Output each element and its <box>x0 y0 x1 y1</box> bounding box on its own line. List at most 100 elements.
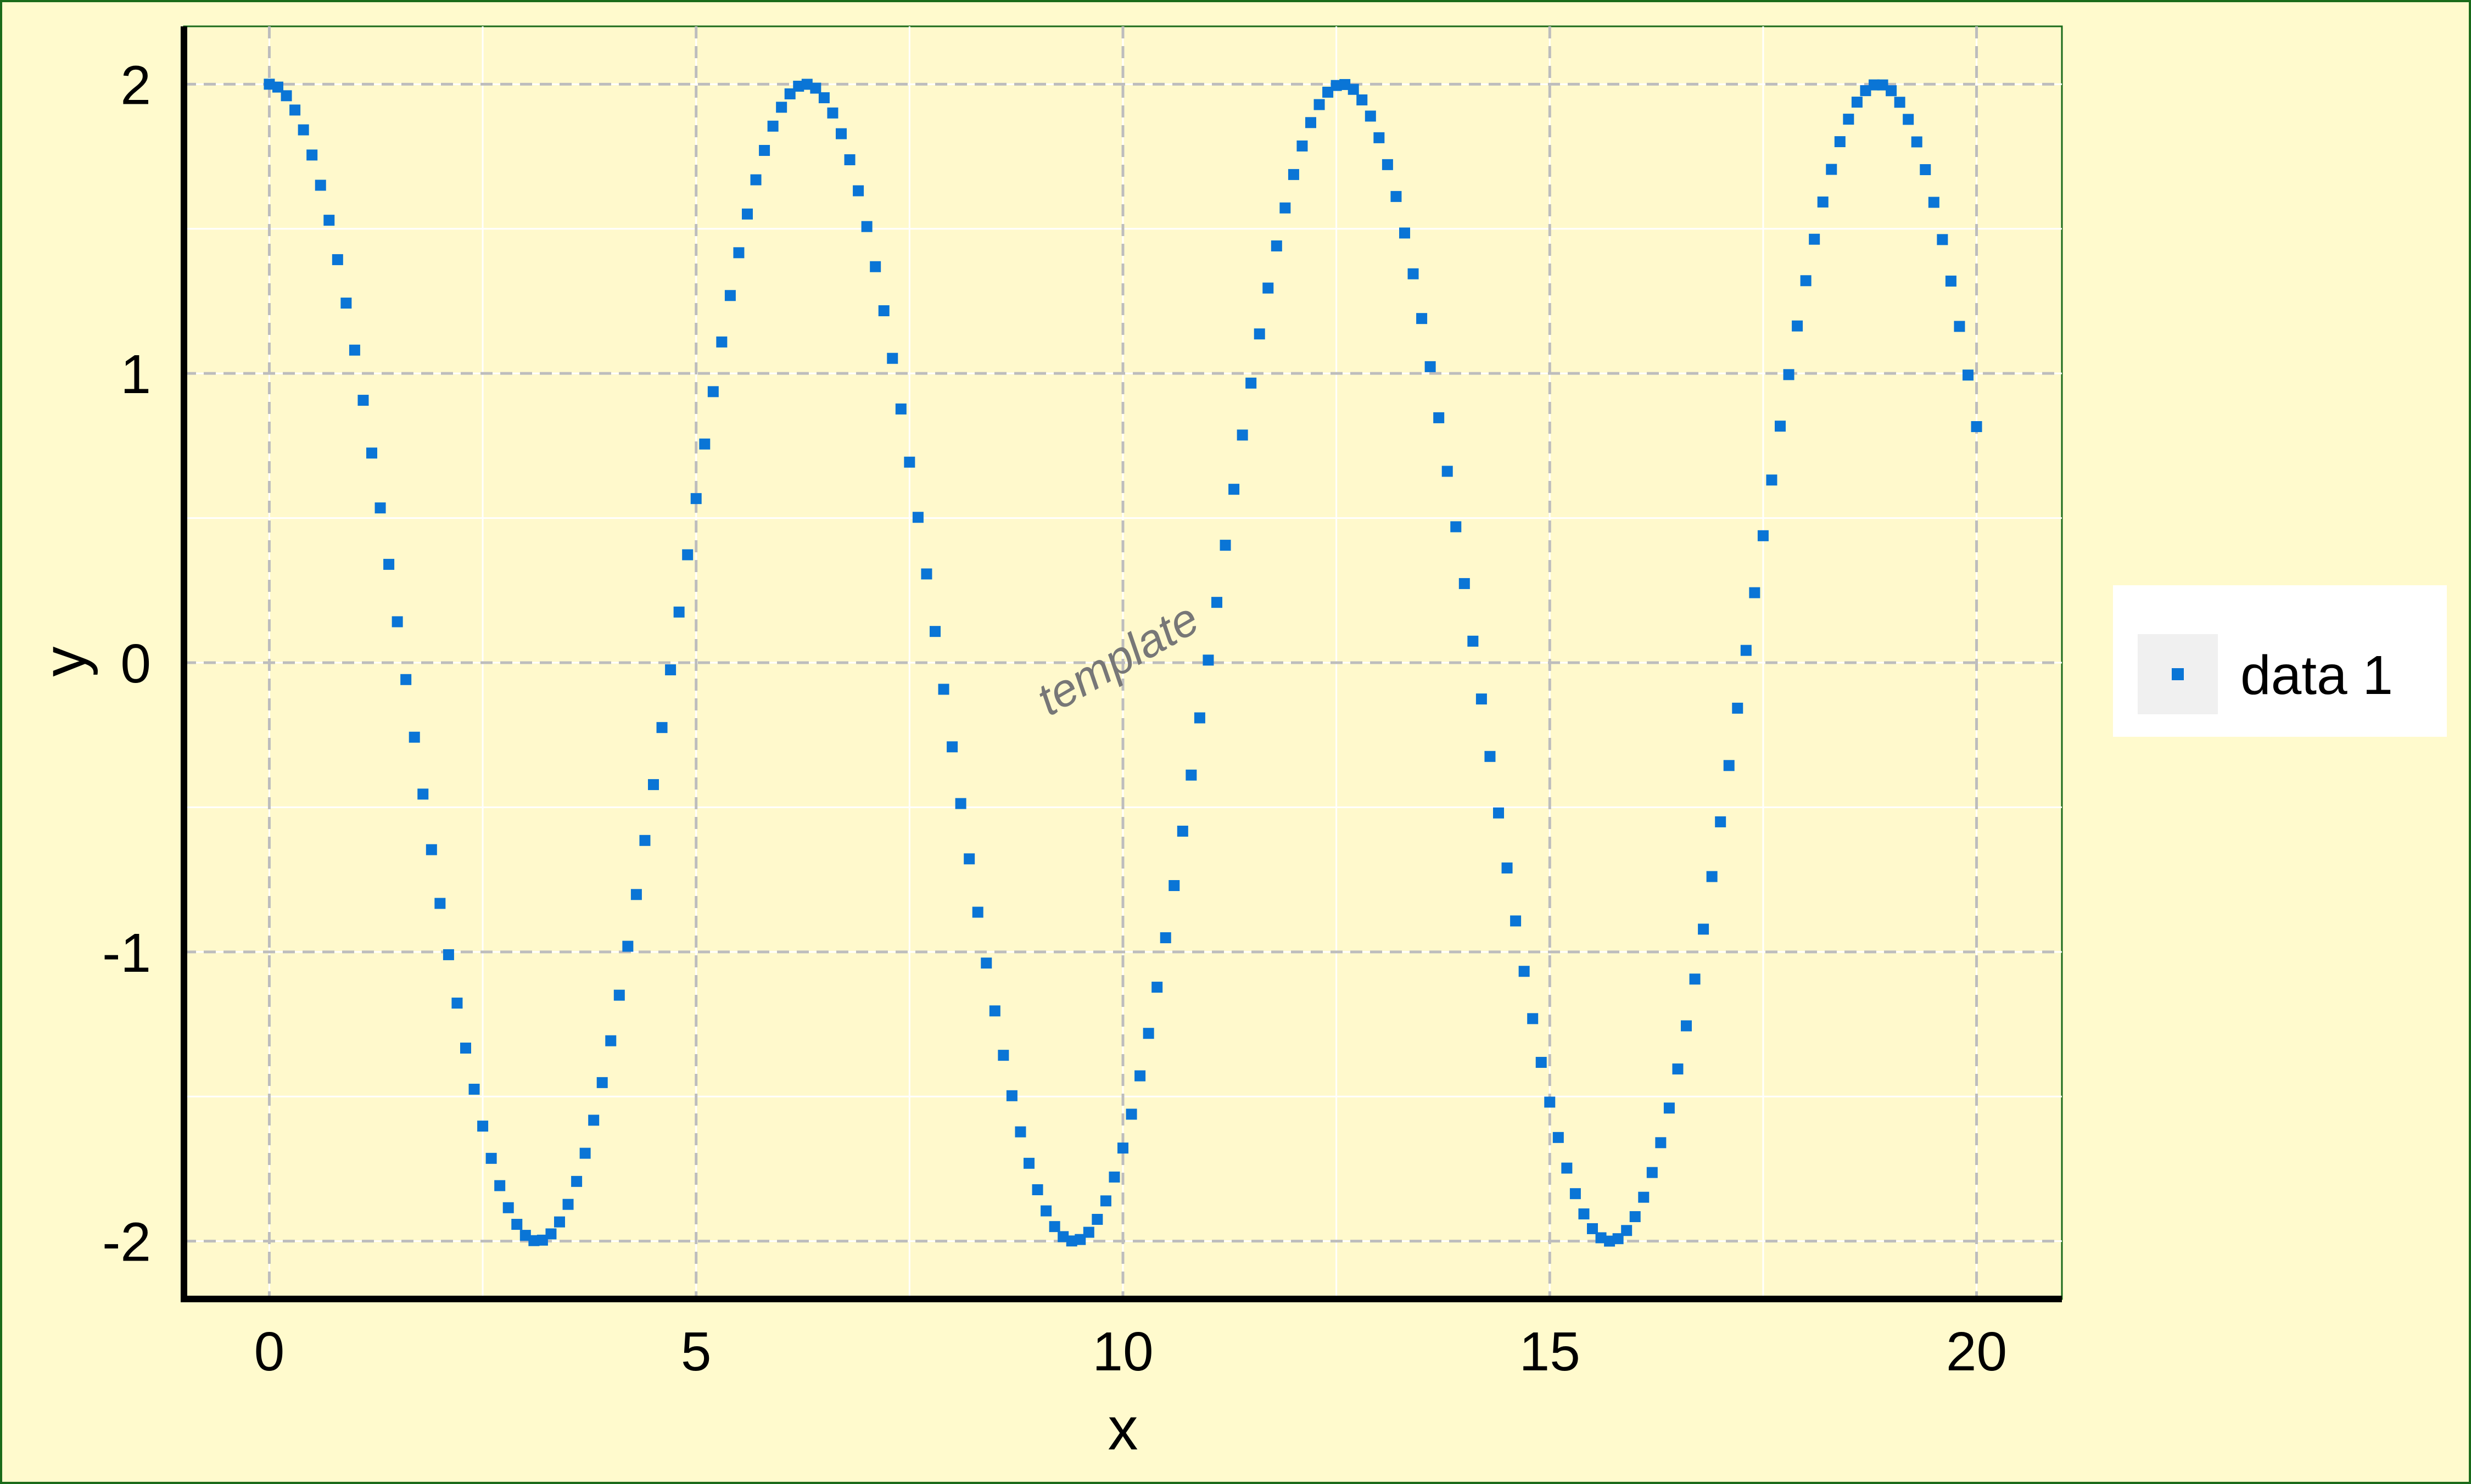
data-point <box>1963 369 1974 380</box>
data-point <box>451 998 462 1009</box>
data-point <box>1100 1195 1111 1206</box>
data-point <box>1690 973 1701 984</box>
data-point <box>1630 1211 1641 1222</box>
data-point <box>1365 110 1376 121</box>
data-point <box>1715 816 1726 827</box>
data-point <box>827 108 838 119</box>
data-point <box>742 209 753 220</box>
x-axis-label: x <box>1108 1395 1138 1463</box>
data-point <box>1348 84 1359 95</box>
data-point <box>1126 1108 1137 1119</box>
data-point <box>298 125 309 136</box>
data-point <box>1041 1206 1052 1217</box>
data-point <box>1186 770 1197 781</box>
data-point <box>1484 751 1495 762</box>
data-point <box>1536 1057 1547 1068</box>
data-point <box>1903 114 1914 125</box>
data-point <box>938 684 949 695</box>
data-point <box>1655 1137 1666 1148</box>
data-point <box>614 990 625 1001</box>
data-point <box>998 1050 1009 1061</box>
data-point <box>434 898 445 909</box>
data-point <box>1459 578 1470 589</box>
data-point <box>836 128 847 139</box>
data-point <box>1169 880 1179 891</box>
data-point <box>1211 597 1222 608</box>
data-point <box>904 457 915 468</box>
data-point <box>1399 227 1410 238</box>
data-point <box>657 722 668 733</box>
data-point <box>699 439 710 450</box>
data-point <box>1741 645 1752 656</box>
data-point <box>1621 1225 1632 1236</box>
data-point <box>1151 982 1162 993</box>
data-point <box>1109 1172 1120 1183</box>
data-point <box>989 1005 1000 1016</box>
data-point <box>1433 412 1444 423</box>
data-point <box>1117 1143 1128 1153</box>
data-point <box>417 788 428 799</box>
data-point <box>1245 378 1256 389</box>
data-point <box>776 102 787 113</box>
data-point <box>1758 530 1769 541</box>
data-point <box>1553 1132 1564 1143</box>
x-tick-label: 10 <box>1092 1321 1153 1382</box>
data-point <box>913 512 924 523</box>
data-point <box>588 1115 599 1125</box>
data-point <box>1134 1071 1145 1082</box>
data-point <box>1382 159 1393 170</box>
x-tick-label: 20 <box>1946 1321 2007 1382</box>
data-point <box>870 261 881 272</box>
data-point <box>1305 117 1316 128</box>
data-point <box>768 121 779 132</box>
data-point <box>1408 268 1419 279</box>
data-point <box>1707 871 1718 882</box>
data-point <box>1373 132 1384 143</box>
data-point <box>1971 421 1982 432</box>
data-point <box>1732 703 1743 714</box>
legend-marker <box>2172 668 2184 680</box>
data-point <box>1570 1188 1581 1199</box>
data-point <box>1476 693 1487 704</box>
y-tick-label: 0 <box>120 633 151 695</box>
data-point <box>1015 1127 1026 1138</box>
legend: data 1 <box>2113 585 2447 737</box>
data-point <box>1946 276 1956 287</box>
data-point <box>580 1148 591 1159</box>
data-point <box>1390 191 1401 202</box>
data-point <box>759 145 770 156</box>
data-point <box>605 1035 616 1046</box>
data-point <box>511 1219 522 1230</box>
data-point <box>665 664 676 675</box>
data-point <box>1672 1063 1683 1074</box>
data-point <box>964 853 975 864</box>
data-point <box>1578 1208 1589 1219</box>
legend-entry-data-1: data 1 <box>2240 645 2393 706</box>
data-point <box>1143 1028 1154 1039</box>
data-point <box>1271 240 1282 251</box>
data-point <box>1519 966 1530 977</box>
data-point <box>1296 141 1307 152</box>
y-tick-label: 1 <box>120 344 151 405</box>
data-point <box>392 616 403 627</box>
data-point <box>674 607 685 618</box>
data-point <box>1809 234 1820 245</box>
data-point <box>622 941 633 952</box>
data-point <box>1826 164 1837 175</box>
data-point <box>1262 283 1273 294</box>
data-point <box>494 1180 505 1191</box>
data-point <box>1510 915 1521 926</box>
data-point <box>981 957 992 968</box>
data-point <box>725 290 736 301</box>
data-point <box>357 395 368 406</box>
data-point <box>1502 863 1513 873</box>
data-point <box>1698 923 1709 934</box>
data-point <box>1928 197 1939 208</box>
data-point <box>853 186 864 197</box>
data-point <box>383 559 394 570</box>
data-point <box>733 247 744 258</box>
data-point <box>1681 1021 1692 1032</box>
data-point <box>349 345 360 356</box>
